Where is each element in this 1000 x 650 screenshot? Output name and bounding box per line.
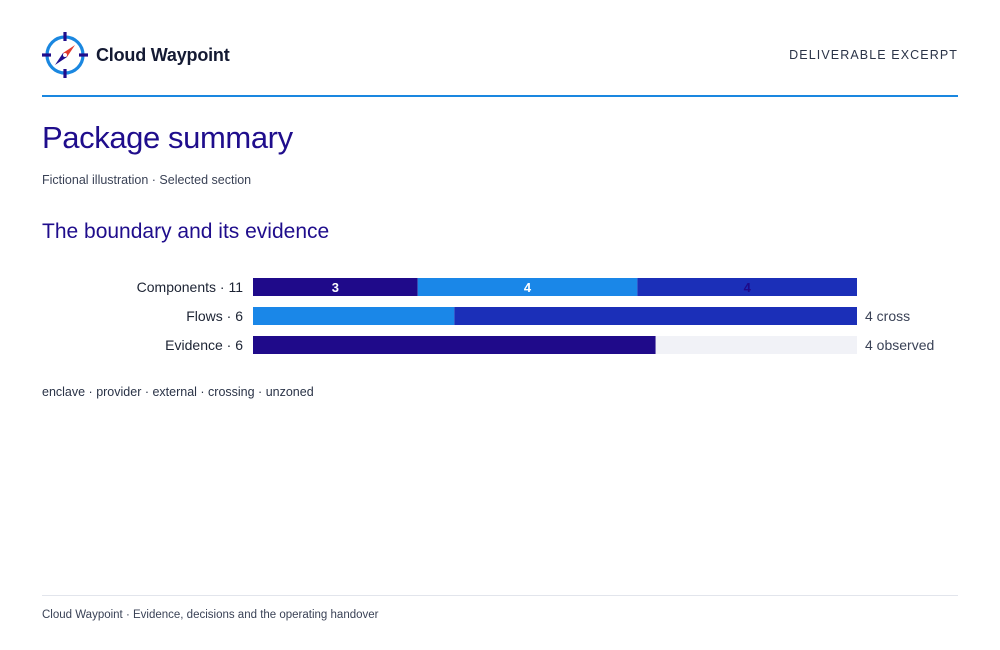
bar-segment (655, 336, 857, 354)
bar-segment (454, 307, 857, 325)
bar-segment (253, 307, 455, 325)
chart-canvas: Components · 11 3 4 4 Flows · 6 4 cross Eviden… (137, 278, 934, 354)
page-footer: Cloud Waypoint · Evidence, decisions and… (42, 595, 958, 621)
section-title: The boundary and its evidence (42, 220, 330, 243)
bar-segment (253, 336, 656, 354)
segment-label: 3 (332, 280, 339, 295)
row-label: Flows · 6 (186, 308, 243, 324)
page-header: Cloud Waypoint DELIVERABLE EXCERPT (42, 32, 958, 97)
stacked-bar-chart: Components · 11 3 4 4 Flows · 6 4 cross Eviden… (0, 270, 1000, 370)
brand-name: Cloud Waypoint (96, 44, 230, 65)
chart-legend: enclave · provider · external · crossing… (42, 385, 314, 399)
brand: Cloud Waypoint (42, 32, 230, 78)
bar-segment (637, 278, 857, 296)
page-title: Package summary (42, 120, 293, 155)
row-label: Evidence · 6 (165, 337, 243, 353)
bar-segment (253, 278, 418, 296)
segment-label: 4 (524, 280, 532, 295)
compass-icon (42, 32, 88, 78)
row-end-label: 4 observed (865, 337, 934, 353)
bar-segment (417, 278, 638, 296)
page-subtitle: Fictional illustration · Selected sectio… (42, 173, 252, 187)
header-label: DELIVERABLE EXCERPT (789, 48, 958, 62)
row-end-label: 4 cross (865, 308, 910, 324)
row-label: Components · 11 (137, 279, 244, 295)
segment-label: 4 (744, 280, 752, 295)
